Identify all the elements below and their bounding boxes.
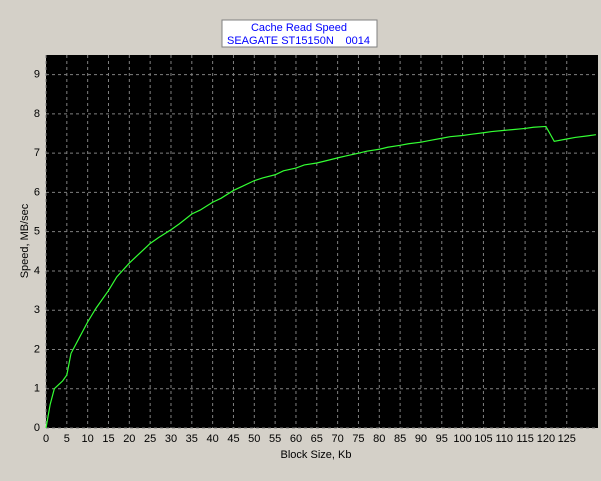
x-tick-label: 15 (102, 433, 114, 445)
x-tick-label: 30 (165, 433, 177, 445)
x-tick-label: 85 (394, 433, 406, 445)
x-tick-label: 5 (64, 433, 70, 445)
x-tick-label: 45 (227, 433, 239, 445)
chart-title: Cache Read Speed (251, 22, 347, 34)
y-tick-label: 7 (34, 147, 40, 159)
x-tick-label: 110 (495, 433, 513, 445)
title-box (221, 19, 378, 48)
x-tick-label: 35 (186, 433, 198, 445)
x-tick-label: 120 (537, 433, 555, 445)
x-tick-label: 40 (207, 433, 219, 445)
x-tick-label: 80 (373, 433, 385, 445)
x-tick-label: 95 (436, 433, 448, 445)
x-tick-label: 60 (290, 433, 302, 445)
x-tick-label: 65 (311, 433, 323, 445)
x-tick-label: 20 (123, 433, 135, 445)
x-tick-label: 115 (516, 433, 534, 445)
x-tick-label: 50 (248, 433, 260, 445)
data-line (45, 125, 597, 429)
x-tick-label: 25 (144, 433, 156, 445)
plot-area (46, 55, 598, 428)
y-tick-label: 5 (34, 226, 40, 238)
x-tick-label: 105 (474, 433, 492, 445)
x-tick-label: 55 (269, 433, 281, 445)
x-tick-label: 90 (415, 433, 427, 445)
x-tick-label: 70 (331, 433, 343, 445)
y-tick-label: 0 (34, 422, 40, 434)
y-tick-label: 6 (34, 186, 40, 198)
y-tick-label: 3 (34, 304, 40, 316)
x-tick-label: 10 (82, 433, 94, 445)
x-tick-label: 0 (43, 433, 49, 445)
chart-revision: 0014 (346, 35, 370, 47)
y-tick-label: 1 (34, 383, 40, 395)
x-tick-label: 100 (453, 433, 471, 445)
x-axis-label: Block Size, Kb (281, 449, 352, 461)
y-axis-label: Speed, MB/sec (19, 203, 31, 278)
x-tick-label: 125 (558, 433, 576, 445)
chart-subtitle: SEAGATE ST15150N (227, 35, 334, 47)
y-tick-label: 4 (34, 265, 40, 277)
y-tick-label: 8 (34, 108, 40, 120)
y-tick-label: 2 (34, 343, 40, 355)
x-tick-label: 75 (352, 433, 364, 445)
y-tick-label: 9 (34, 69, 40, 81)
